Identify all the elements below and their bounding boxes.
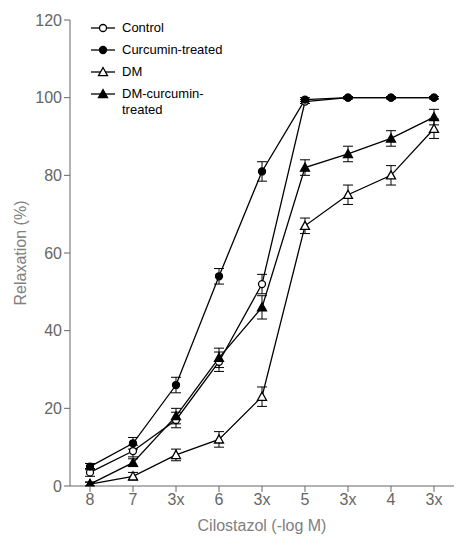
svg-text:40: 40	[44, 322, 62, 339]
svg-text:Relaxation (%): Relaxation (%)	[12, 201, 29, 306]
svg-text:5: 5	[301, 491, 310, 508]
html-text:DM: DM	[122, 64, 143, 79]
svg-text:Cilostazol (-log M): Cilostazol (-log M)	[198, 517, 327, 534]
svg-text:3x: 3x	[340, 491, 357, 508]
html-text:DM-curcumin-: DM-curcumin-	[122, 86, 204, 101]
svg-text:0: 0	[53, 478, 62, 495]
svg-text:6: 6	[215, 491, 224, 508]
svg-text:3x: 3x	[426, 491, 443, 508]
svg-text:3x: 3x	[168, 491, 185, 508]
svg-text:3x: 3x	[254, 491, 271, 508]
svg-text:60: 60	[44, 245, 62, 262]
svg-text:100: 100	[35, 89, 62, 106]
svg-text:8: 8	[86, 491, 95, 508]
svg-text:4: 4	[387, 491, 396, 508]
svg-text:120: 120	[35, 12, 62, 29]
svg-text:7: 7	[129, 491, 138, 508]
html-text:treated: treated	[122, 102, 163, 117]
svg-text:80: 80	[44, 167, 62, 184]
html-text:Curcumin-treated: Curcumin-treated	[122, 42, 223, 57]
html-text:Control: Control	[122, 20, 164, 35]
svg-text:20: 20	[44, 400, 62, 417]
